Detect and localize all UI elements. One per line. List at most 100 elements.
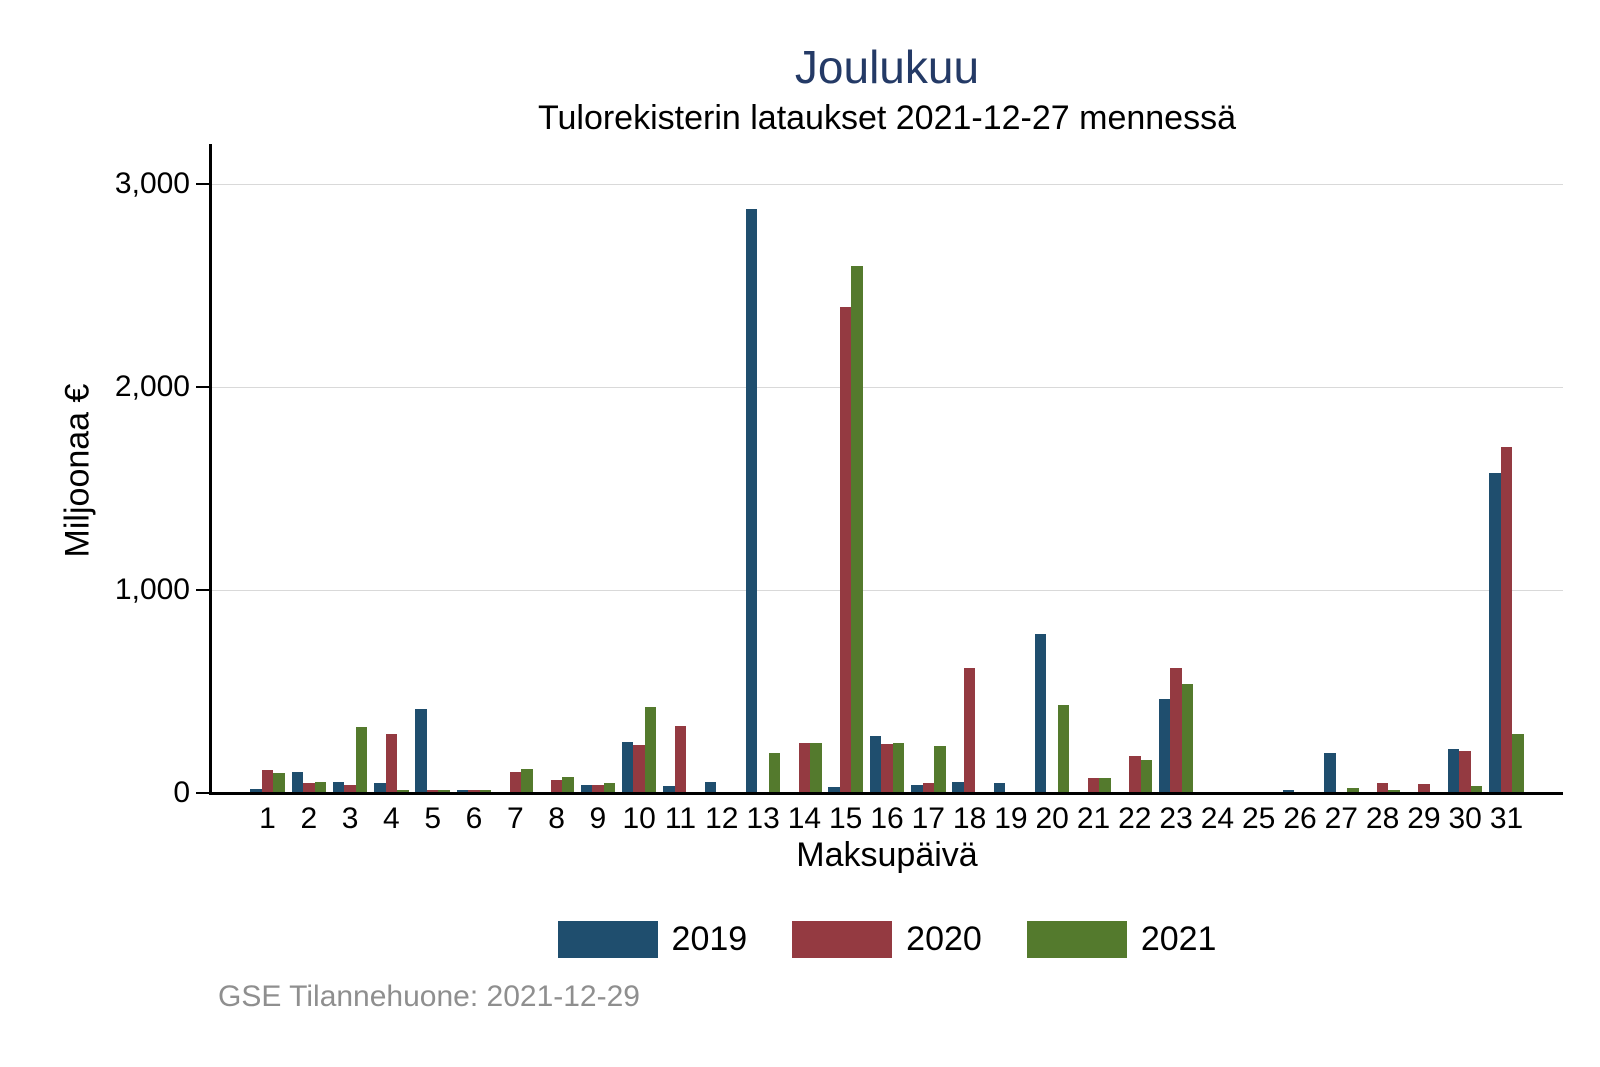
- bar-2020-day-4: [385, 734, 398, 792]
- y-tick-label-3000: 3,000: [114, 167, 190, 200]
- bar-2020-day-3: [344, 784, 356, 792]
- bar-2021-day-16: [892, 743, 905, 792]
- bar-2020-day-7: [509, 771, 522, 792]
- bar-2019-day-31: [1489, 473, 1501, 792]
- bar-2019-day-15: [828, 786, 840, 792]
- gridline-3000: [211, 184, 1563, 185]
- bar-2019-day-9: [580, 784, 593, 792]
- bar-2020-day-17: [922, 782, 935, 792]
- bar-2021-day-17: [934, 746, 946, 792]
- bar-2021-day-15: [851, 266, 863, 792]
- bar-2021-day-27: [1347, 787, 1359, 792]
- bar-2020-day-15: [839, 306, 852, 792]
- y-tick-2000: [196, 386, 211, 388]
- chart-subtitle: Tulorekisterin lataukset 2021-12-27 menn…: [537, 99, 1236, 137]
- x-tick-label-31: 31: [1489, 802, 1524, 835]
- footer-note: GSE Tilannehuone: 2021-12-29: [218, 980, 640, 1013]
- bar-2019-day-19: [993, 783, 1006, 792]
- x-tick-label-20: 20: [1035, 802, 1069, 835]
- bar-2019-day-3: [332, 781, 345, 792]
- x-tick-label-8: 8: [548, 802, 565, 835]
- bar-2020-day-23: [1170, 668, 1182, 792]
- x-tick-label-10: 10: [622, 802, 656, 835]
- x-tick-label-5: 5: [424, 802, 442, 835]
- bar-2019-day-11: [663, 785, 675, 792]
- x-tick-label-25: 25: [1242, 802, 1276, 835]
- bar-2019-day-10: [621, 742, 634, 792]
- legend-swatch-2020: [792, 920, 893, 958]
- bar-2021-day-5: [438, 790, 450, 792]
- y-tick-label-1000: 1,000: [114, 573, 190, 606]
- bar-2019-day-13: [745, 209, 758, 792]
- bar-2021-day-14: [810, 743, 822, 792]
- x-tick-label-9: 9: [589, 802, 607, 835]
- bar-2021-day-20: [1057, 704, 1070, 792]
- bar-2020-day-18: [963, 668, 976, 792]
- bar-2019-day-26: [1282, 790, 1295, 792]
- x-tick-label-26: 26: [1283, 802, 1317, 835]
- bar-2021-day-7: [521, 769, 533, 792]
- bar-2021-day-13: [768, 753, 781, 792]
- bar-2020-day-8: [550, 779, 563, 792]
- legend-label-2020: 2020: [906, 919, 982, 958]
- x-tick-label-6: 6: [465, 802, 483, 835]
- bar-2020-day-10: [633, 745, 645, 792]
- bar-2020-day-5: [426, 789, 439, 792]
- y-tick-label-2000: 2,000: [114, 370, 190, 403]
- bar-2021-day-22: [1140, 759, 1153, 792]
- x-tick-label-1: 1: [259, 802, 276, 835]
- bar-2020-day-31: [1500, 446, 1513, 792]
- bar-2019-day-12: [704, 781, 717, 792]
- bar-2020-day-14: [798, 743, 811, 792]
- x-tick-label-21: 21: [1076, 802, 1111, 835]
- legend: 2019 2020 2021: [211, 918, 1563, 960]
- bar-2021-day-28: [1388, 789, 1400, 792]
- x-tick-label-28: 28: [1365, 802, 1400, 835]
- bar-2021-day-23: [1181, 684, 1194, 792]
- bar-2021-day-1: [273, 772, 285, 792]
- legend-item-2019: 2019: [557, 919, 748, 959]
- x-tick-label-7: 7: [506, 802, 524, 835]
- bar-2020-day-2: [303, 782, 315, 792]
- x-tick-label-18: 18: [952, 802, 987, 835]
- bar-2020-day-16: [881, 744, 893, 792]
- bar-2019-day-1: [250, 788, 262, 792]
- x-tick-label-30: 30: [1448, 802, 1482, 835]
- bar-2021-day-8: [562, 777, 574, 792]
- x-tick-label-11: 11: [664, 802, 697, 835]
- bar-2019-day-27: [1324, 753, 1336, 792]
- bar-2020-day-29: [1418, 784, 1430, 792]
- gridline-2000: [211, 387, 1563, 388]
- bar-2021-day-9: [603, 783, 616, 792]
- legend-swatch-2019: [557, 920, 658, 958]
- bar-2021-day-6: [479, 790, 492, 792]
- y-tick-3000: [196, 183, 211, 185]
- x-tick-label-19: 19: [994, 802, 1028, 835]
- bar-2021-day-3: [355, 727, 368, 792]
- bar-2021-day-31: [1512, 734, 1524, 792]
- x-tick-label-27: 27: [1324, 802, 1358, 835]
- y-tick-0: [196, 792, 211, 794]
- bar-2021-day-21: [1099, 778, 1111, 792]
- x-tick-label-4: 4: [383, 802, 400, 835]
- x-tick-label-14: 14: [787, 802, 822, 835]
- legend-label-2019: 2019: [671, 919, 748, 958]
- bar-2019-day-5: [415, 708, 427, 792]
- x-tick-label-23: 23: [1159, 802, 1193, 835]
- y-tick-1000: [196, 589, 211, 591]
- bar-2019-day-23: [1158, 698, 1171, 792]
- bar-2020-day-22: [1129, 756, 1141, 792]
- gridline-1000: [211, 590, 1563, 591]
- bar-2020-day-6: [468, 790, 480, 792]
- bar-2020-day-9: [592, 784, 604, 792]
- bar-2019-day-30: [1447, 748, 1460, 792]
- x-tick-label-17: 17: [911, 802, 945, 835]
- x-tick-label-24: 24: [1200, 802, 1235, 835]
- bar-2021-day-30: [1470, 785, 1483, 792]
- y-axis-title: Miljoonaa €: [58, 383, 97, 558]
- x-tick-label-22: 22: [1118, 802, 1152, 835]
- bar-2019-day-20: [1034, 633, 1047, 792]
- bar-2020-day-11: [674, 726, 687, 792]
- legend-item-2020: 2020: [792, 920, 982, 959]
